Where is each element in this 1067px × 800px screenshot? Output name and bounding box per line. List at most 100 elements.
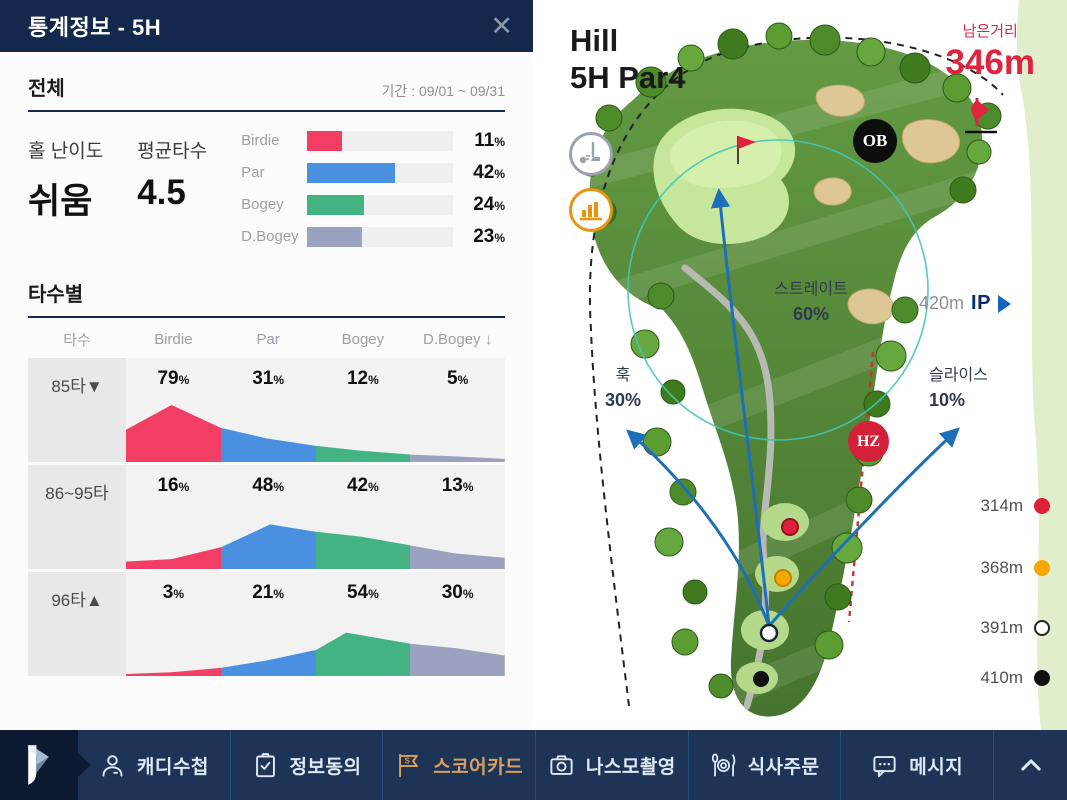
col-strokes: 타수 <box>63 331 91 349</box>
score-area-chart: 16% 48% 42% 13% <box>126 465 505 569</box>
course-map-panel: Hill 5H Par4 남은거리 346m <box>533 0 1067 730</box>
panel-title: 통계정보 - 5H <box>28 15 162 40</box>
nav-item-caddie-notebook[interactable]: 캐디수첩 <box>78 730 230 800</box>
straight-arrow <box>710 188 771 627</box>
orange-tee-dot <box>774 569 792 587</box>
straight-direction-label: 스트레이트 60% <box>774 281 848 325</box>
bunker <box>847 288 895 325</box>
bunker <box>815 84 865 117</box>
dist-bar-label: Birdie <box>241 132 280 149</box>
area-chart-segment <box>410 545 505 569</box>
score-cell-value: 13% <box>441 475 474 496</box>
bunker <box>902 119 960 164</box>
scorecard-flag-icon: S <box>399 753 419 777</box>
tee-distance-item: 314m <box>980 496 1050 516</box>
score-table-row: 96타▲ 3% 21% 54% 30% <box>28 572 505 676</box>
bunker <box>813 177 852 206</box>
ip-tag: IP <box>971 292 991 314</box>
col-par: Par <box>256 330 280 348</box>
dist-bar-row: D.Bogey 23% <box>241 226 505 247</box>
statistics-header: 통계정보 - 5H ✕ <box>0 0 533 52</box>
score-row-values: 3% 21% 54% 30% <box>126 582 505 604</box>
white-tee-dot <box>759 623 779 643</box>
hook-direction-label: 훅 30% <box>604 367 642 411</box>
putting-green-highlight <box>670 120 782 189</box>
score-cell-value: 79% <box>157 368 190 389</box>
remaining-distance: 남은거리 346m <box>945 20 1035 134</box>
overview-row: 홀 난이도 쉬움 평균타수 4.5 Birdie 11% Par 42% Bogey 24… <box>28 130 505 258</box>
meal-utensils-icon <box>711 752 735 777</box>
trees <box>578 22 1002 699</box>
dist-bar-row: Birdie 11% <box>241 130 505 151</box>
difficulty-value: 쉬움 <box>28 182 93 221</box>
dist-bar-label: D.Bogey <box>241 228 299 245</box>
hook-arrow <box>626 429 771 627</box>
col-dbogey-sort[interactable]: D.Bogey ↓ <box>423 330 493 348</box>
dispersion-circle <box>627 139 929 441</box>
remaining-value: 346m <box>945 43 1035 82</box>
score-table: 타수 Birdie Par Bogey D.Bogey ↓ 85타▼ 79% 31%… <box>28 320 505 676</box>
home-logo-button[interactable] <box>0 730 91 800</box>
tee-distance-label: 368m <box>980 558 1023 577</box>
area-chart-segment <box>315 531 411 569</box>
slice-arrow <box>767 427 960 627</box>
score-table-header: 타수 Birdie Par Bogey D.Bogey ↓ <box>28 320 505 358</box>
pin-flag <box>737 136 756 164</box>
course-map-illustration <box>578 0 1067 730</box>
red-tee-dot <box>781 518 799 536</box>
hole-title: Hill 5H Par4 <box>570 22 685 96</box>
ob-badge: OB <box>853 119 897 163</box>
area-chart-segment <box>220 650 316 676</box>
hole-name: Hill <box>570 23 619 58</box>
ip-distance: 420m <box>919 293 965 313</box>
rough-strip <box>1017 0 1067 730</box>
nav-item-scorecard[interactable]: S 스코어카드 <box>382 730 535 800</box>
col-birdie: Birdie <box>154 330 193 348</box>
tee-distance-item: 391m <box>980 618 1050 638</box>
area-chart-segment <box>220 427 316 462</box>
dist-bar-fill <box>307 226 363 247</box>
message-bubble-icon <box>873 755 896 777</box>
score-range-label: 86~95타 <box>28 465 126 569</box>
nav-item-info-consent[interactable]: 정보동의 <box>229 730 383 800</box>
period-text: 기간 : 09/01 ~ 09/31 <box>381 83 505 99</box>
bottom-navigation: 캐디수첩 정보동의 S 스코어카드 나스모촬영 <box>0 730 1067 800</box>
ip-arrow-icon <box>997 294 1011 313</box>
score-table-row: 85타▼ 79% 31% 12% 5% <box>28 358 505 462</box>
by-score-section-head: 타수별 <box>28 278 505 318</box>
score-row-values: 79% 31% 12% 5% <box>126 368 505 390</box>
score-table-rows: 85타▼ 79% 31% 12% 5% 86~95타 16% 48% 42% 13% 96타▲ 3% 2… <box>28 358 505 676</box>
statistics-content: 전체 기간 : 09/01 ~ 09/31 홀 난이도 쉬움 평균타수 4.5 … <box>0 72 533 676</box>
statistics-toggle-button[interactable] <box>569 188 613 232</box>
hazard-badge: HZ <box>848 421 889 462</box>
dist-bar-value: 23% <box>473 225 505 247</box>
swing-view-button[interactable] <box>569 132 613 176</box>
hole-number-par: 5H Par4 <box>570 60 686 96</box>
nav-item-swing-video[interactable]: 나스모촬영 <box>535 730 688 800</box>
tee-distance-item: 410m <box>980 668 1050 688</box>
dist-bar-row: Bogey 24% <box>241 194 505 215</box>
area-chart-segment <box>126 405 221 462</box>
tee-color-dot <box>1034 498 1050 514</box>
area-chart-segment <box>126 547 221 569</box>
collapse-nav-button[interactable] <box>993 730 1067 800</box>
dist-bar-fill <box>307 130 342 151</box>
tee-distance-item: 368m <box>980 558 1050 578</box>
nav-item-message[interactable]: 메시지 <box>840 730 993 800</box>
score-cell-value: 12% <box>346 368 379 389</box>
nav-item-meal-order[interactable]: 식사주문 <box>687 730 841 800</box>
area-chart-segment <box>315 632 411 676</box>
score-cell-value: 21% <box>252 582 285 603</box>
by-score-heading: 타수별 <box>28 284 84 306</box>
score-distribution-bars: Birdie 11% Par 42% Bogey 24% D.Bogey 23% <box>241 130 505 258</box>
col-bogey: Bogey <box>341 330 385 348</box>
close-icon[interactable]: ✕ <box>490 10 513 41</box>
ip-marker: 420m IP <box>919 292 1011 315</box>
score-row-values: 16% 48% 42% 13% <box>126 475 505 497</box>
nas-logo <box>28 745 49 785</box>
score-cell-value: 16% <box>157 475 190 496</box>
difficulty-metric: 홀 난이도 쉬움 <box>28 136 103 224</box>
dist-bar-track <box>307 130 453 151</box>
average-label: 평균타수 <box>137 141 208 162</box>
